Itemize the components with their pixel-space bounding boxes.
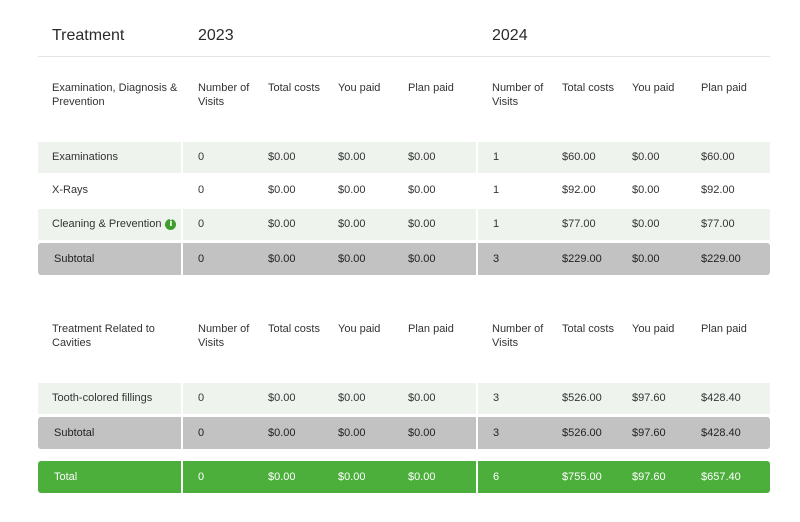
visits-2024: 3: [493, 427, 500, 439]
total-costs-2024: $77.00: [562, 218, 596, 230]
table-row: Cleaning & Prevention i 0 $0.00 $0.00 $0.…: [38, 209, 770, 240]
you-paid-2023: $0.00: [338, 471, 366, 483]
plan-paid-2024: $60.00: [701, 151, 735, 163]
column-header-total-costs: Total costs: [562, 82, 614, 94]
column-header-plan-paid: Plan paid: [408, 82, 454, 94]
treatment-header: Treatment: [52, 27, 125, 44]
subtotal-label: Subtotal: [54, 427, 95, 439]
column-header-visits: Number of Visits: [198, 323, 250, 349]
table-row: Examinations 0 $0.00 $0.00 $0.00 1 $60.0…: [38, 142, 770, 173]
you-paid-2023: $0.00: [338, 151, 366, 163]
plan-paid-2024: $77.00: [701, 218, 735, 230]
section-title: Examination, Diagnosis & Prevention: [52, 82, 178, 108]
visits-2024: 6: [493, 471, 500, 483]
column-header-visits: Number of Visits: [492, 323, 544, 349]
subtotal-label: Subtotal: [54, 253, 95, 265]
visits-2024: 1: [493, 218, 500, 230]
you-paid-2023: $0.00: [338, 427, 366, 439]
row-label: Examinations: [52, 151, 119, 163]
plan-paid-2023: $0.00: [408, 471, 436, 483]
row-label-text: Cleaning & Prevention: [52, 218, 162, 230]
you-paid-2024: $97.60: [632, 471, 666, 483]
total-costs-2024: $526.00: [562, 392, 602, 404]
column-header-you-paid: You paid: [632, 82, 675, 94]
plan-paid-2023: $0.00: [408, 392, 436, 404]
plan-paid-2024: $229.00: [701, 253, 741, 265]
column-header-total-costs: Total costs: [268, 82, 320, 94]
table-row: Tooth-colored fillings 0 $0.00 $0.00 $0.…: [38, 383, 770, 414]
total-costs-2023: $0.00: [268, 218, 296, 230]
total-costs-2023: $0.00: [268, 427, 296, 439]
total-costs-2024: $92.00: [562, 184, 596, 196]
plan-paid-2024: $92.00: [701, 184, 735, 196]
total-costs-2023: $0.00: [268, 253, 296, 265]
total-costs-2024: $755.00: [562, 471, 602, 483]
column-header-visits: Number of Visits: [492, 82, 544, 108]
header-divider: [38, 56, 770, 57]
visits-2024: 3: [493, 392, 500, 404]
total-costs-2023: $0.00: [268, 471, 296, 483]
table-row: X-Rays 0 $0.00 $0.00 $0.00 1 $92.00 $0.0…: [38, 175, 770, 206]
total-costs-2023: $0.00: [268, 184, 296, 196]
total-costs-2023: $0.00: [268, 392, 296, 404]
total-costs-2024: $60.00: [562, 151, 596, 163]
visits-2023: 0: [198, 184, 205, 196]
visits-2023: 0: [198, 427, 205, 439]
you-paid-2023: $0.00: [338, 184, 366, 196]
row-label: Cleaning & Prevention i: [52, 209, 177, 240]
you-paid-2024: $97.60: [632, 392, 666, 404]
you-paid-2024: $0.00: [632, 253, 660, 265]
visits-2024: 1: [493, 184, 500, 196]
column-header-plan-paid: Plan paid: [408, 323, 454, 335]
section-title: Treatment Related to Cavities: [52, 323, 155, 349]
plan-paid-2023: $0.00: [408, 151, 436, 163]
visits-2024: 3: [493, 253, 500, 265]
row-label: X-Rays: [52, 184, 89, 196]
year-2023-header: 2023: [198, 27, 234, 44]
column-header-visits: Number of Visits: [198, 82, 250, 108]
visits-2023: 0: [198, 471, 205, 483]
column-header-plan-paid: Plan paid: [701, 323, 747, 335]
you-paid-2024: $0.00: [632, 184, 660, 196]
total-costs-2024: $526.00: [562, 427, 602, 439]
subtotal-row: Subtotal 0 $0.00 $0.00 $0.00 3 $229.00 $…: [38, 243, 770, 275]
column-header-total-costs: Total costs: [268, 323, 320, 335]
visits-2023: 0: [198, 218, 205, 230]
you-paid-2024: $0.00: [632, 151, 660, 163]
you-paid-2023: $0.00: [338, 253, 366, 265]
total-costs-2023: $0.00: [268, 151, 296, 163]
column-header-total-costs: Total costs: [562, 323, 614, 335]
plan-paid-2023: $0.00: [408, 427, 436, 439]
year-2024-header: 2024: [492, 27, 528, 44]
column-header-you-paid: You paid: [632, 323, 675, 335]
total-costs-2024: $229.00: [562, 253, 602, 265]
you-paid-2023: $0.00: [338, 392, 366, 404]
column-header-you-paid: You paid: [338, 82, 381, 94]
you-paid-2024: $97.60: [632, 427, 666, 439]
you-paid-2023: $0.00: [338, 218, 366, 230]
info-icon[interactable]: i: [165, 218, 177, 230]
row-label: Tooth-colored fillings: [52, 392, 153, 404]
column-header-plan-paid: Plan paid: [701, 82, 747, 94]
total-row: Total 0 $0.00 $0.00 $0.00 6 $755.00 $97.…: [38, 461, 770, 493]
visits-2023: 0: [198, 253, 205, 265]
you-paid-2024: $0.00: [632, 218, 660, 230]
visits-2023: 0: [198, 151, 205, 163]
visits-2024: 1: [493, 151, 500, 163]
total-label: Total: [54, 471, 78, 483]
plan-paid-2023: $0.00: [408, 253, 436, 265]
column-header-you-paid: You paid: [338, 323, 381, 335]
plan-paid-2024: $657.40: [701, 471, 741, 483]
plan-paid-2023: $0.00: [408, 218, 436, 230]
plan-paid-2023: $0.00: [408, 184, 436, 196]
visits-2023: 0: [198, 392, 205, 404]
plan-paid-2024: $428.40: [701, 392, 741, 404]
plan-paid-2024: $428.40: [701, 427, 741, 439]
subtotal-row: Subtotal 0 $0.00 $0.00 $0.00 3 $526.00 $…: [38, 417, 770, 449]
